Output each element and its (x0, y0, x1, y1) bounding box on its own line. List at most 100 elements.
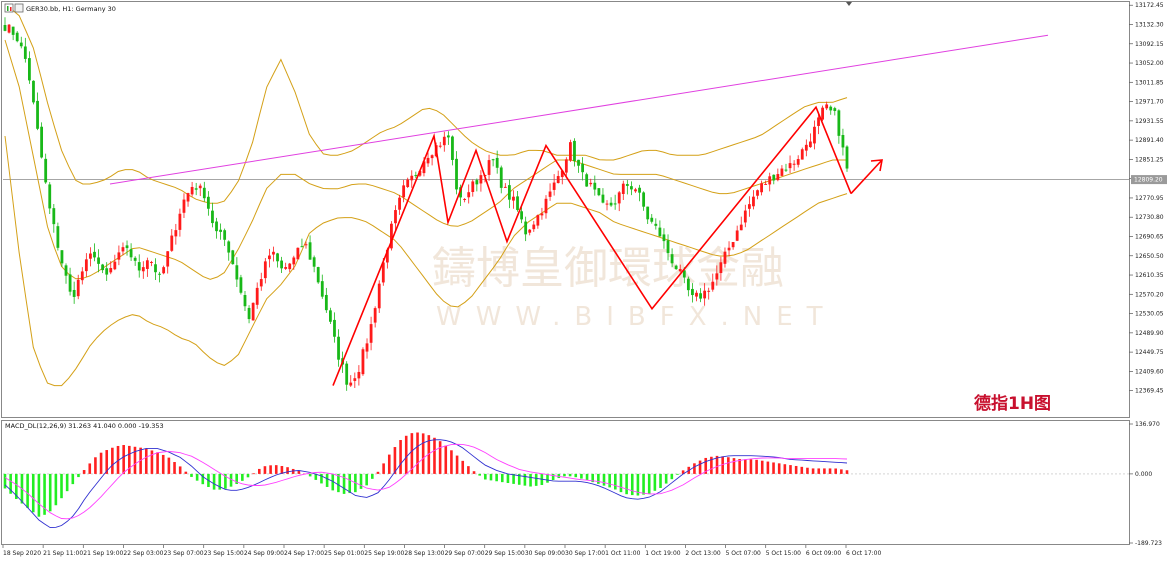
candle-body (414, 175, 418, 177)
macd-histogram-bar (427, 435, 431, 474)
candle-body (72, 289, 76, 297)
macd-histogram-bar (563, 473, 566, 477)
macd-histogram-bar (224, 473, 227, 489)
macd-histogram-bar (416, 432, 419, 474)
macd-histogram-bar (630, 473, 634, 496)
macd-histogram-bar (201, 473, 205, 485)
macd-histogram-bar (681, 470, 685, 474)
macd-histogram-bar (331, 473, 335, 491)
x-tick-label: 23 Sep 07:00 (164, 550, 204, 557)
macd-histogram-bar (450, 450, 453, 474)
macd-histogram-bar (128, 445, 131, 474)
macd-histogram-bar (77, 473, 80, 478)
candle-body (44, 158, 48, 183)
candle-body (166, 251, 170, 267)
candle-body (829, 106, 833, 111)
macd-histogram-bar (348, 473, 352, 494)
candle-body (634, 189, 637, 192)
macd-histogram-bar (461, 460, 465, 474)
macd-histogram-bar (523, 473, 527, 486)
candle-body (813, 126, 816, 144)
candle-body (747, 204, 751, 209)
candle-body (215, 221, 218, 232)
macd-histogram-bar (116, 445, 120, 474)
x-tick-label: 30 Sep 09:00 (525, 550, 565, 557)
candle-body (589, 182, 593, 185)
bollinger-upper-line (4, 3, 848, 204)
candle-body (190, 186, 194, 195)
macd-histogram-bar (433, 437, 436, 474)
candle-body (320, 281, 324, 297)
macd-histogram-bar (438, 441, 442, 474)
scroll-marker-icon[interactable] (846, 2, 852, 6)
candle-body (756, 190, 759, 196)
candle-body (263, 261, 267, 279)
candle-body (32, 80, 35, 103)
candle-body (499, 167, 503, 188)
macd-histogram-bar (789, 465, 792, 474)
candle-body (235, 265, 239, 280)
macd-histogram-bar (9, 473, 12, 494)
macd-histogram-bar (455, 455, 459, 474)
candle-body (796, 159, 800, 165)
macd-histogram-bar (337, 473, 340, 493)
candle-body (764, 183, 768, 185)
candle-body (223, 230, 227, 240)
current-price-label: 12809.20 (1134, 177, 1163, 184)
candle-body (125, 245, 129, 249)
candle-body (666, 240, 670, 254)
collapse-icon[interactable] (14, 3, 24, 13)
candle-body (174, 230, 178, 237)
macd-histogram-bar (314, 473, 318, 480)
macd-histogram-bar (500, 473, 504, 483)
candle-body (540, 213, 544, 216)
candle-body (495, 157, 499, 168)
candle-body (36, 100, 39, 129)
candle-body (300, 246, 304, 248)
symbol-title: GER30.bb, H1: Germany 30 (26, 5, 116, 13)
y-tick-label: 12610.35 (1135, 272, 1164, 279)
macd-histogram-bar (811, 468, 815, 474)
candle-body (430, 155, 434, 159)
candle-body (451, 136, 454, 160)
candle-body (373, 308, 377, 323)
candle-body (247, 307, 251, 320)
candle-body (154, 264, 157, 273)
macd-histogram-bar (65, 473, 69, 492)
candle-body (243, 295, 247, 307)
macd-histogram-bar (597, 473, 600, 484)
macd-histogram-bar (410, 433, 414, 474)
candle-body (426, 157, 430, 164)
x-tick-label: 5 Oct 07:00 (726, 550, 761, 557)
candle-body (231, 250, 235, 265)
candle-body (727, 247, 731, 251)
candle-body (194, 188, 198, 190)
candle-body (593, 182, 597, 190)
x-tick-label: 25 Sep 19:00 (364, 550, 404, 557)
macd-histogram-bar (534, 473, 538, 486)
candle-body (699, 293, 702, 299)
candle-body (76, 279, 80, 297)
candle-body (109, 268, 113, 273)
candle-body (577, 159, 580, 166)
macd-histogram-bar (495, 473, 498, 482)
y-tick-label: 13172.45 (1135, 2, 1164, 9)
candle-body (605, 203, 609, 205)
y-tick-label: 12530.05 (1135, 311, 1164, 318)
candle-body (837, 110, 841, 136)
candle-body (711, 281, 715, 290)
candle-body (121, 247, 125, 252)
indicator-plot-frame (1, 420, 1130, 545)
candle-body (284, 267, 288, 269)
candle-body (446, 135, 450, 138)
macd-y-tick-label: -189.723 (1135, 540, 1162, 547)
candle-body (491, 159, 495, 161)
y-tick-label: 13132.30 (1135, 21, 1164, 28)
y-tick-label: 13011.85 (1135, 79, 1164, 86)
macd-histogram-bar (371, 473, 374, 479)
macd-histogram-bar (755, 459, 758, 474)
candle-body (516, 196, 519, 211)
macd-histogram-bar (467, 466, 470, 474)
candle-body (105, 268, 109, 275)
candle-body (739, 224, 743, 231)
